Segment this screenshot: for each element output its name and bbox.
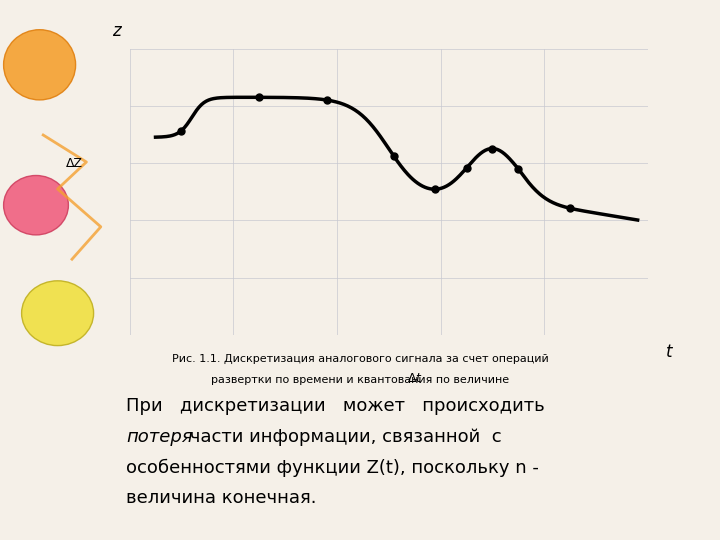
Text: ΔZ: ΔZ — [66, 157, 83, 170]
Text: t: t — [666, 343, 672, 361]
Text: части информации, связанной  с: части информации, связанной с — [184, 428, 501, 445]
Point — [253, 93, 265, 102]
Ellipse shape — [4, 30, 76, 100]
Text: z: z — [112, 23, 121, 40]
Point — [430, 185, 441, 193]
Text: особенностями функции Z(t), поскольку n -: особенностями функции Z(t), поскольку n … — [126, 458, 539, 477]
Text: $\Delta t$: $\Delta t$ — [407, 372, 423, 385]
Point — [564, 204, 576, 213]
Text: При   дискретизации   может   происходить: При дискретизации может происходить — [126, 397, 545, 415]
Point — [176, 126, 187, 135]
Text: развертки по времени и квантования по величине: развертки по времени и квантования по ве… — [211, 375, 509, 386]
Point — [513, 165, 524, 173]
Point — [487, 144, 498, 153]
Ellipse shape — [22, 281, 94, 346]
Ellipse shape — [4, 176, 68, 235]
Point — [321, 96, 333, 104]
Point — [461, 164, 472, 172]
Text: величина конечная.: величина конечная. — [126, 489, 317, 507]
Text: потеря: потеря — [126, 428, 193, 445]
Text: Рис. 1.1. Дискретизация аналогового сигнала за счет операций: Рис. 1.1. Дискретизация аналогового сигн… — [171, 354, 549, 364]
Point — [388, 152, 400, 161]
